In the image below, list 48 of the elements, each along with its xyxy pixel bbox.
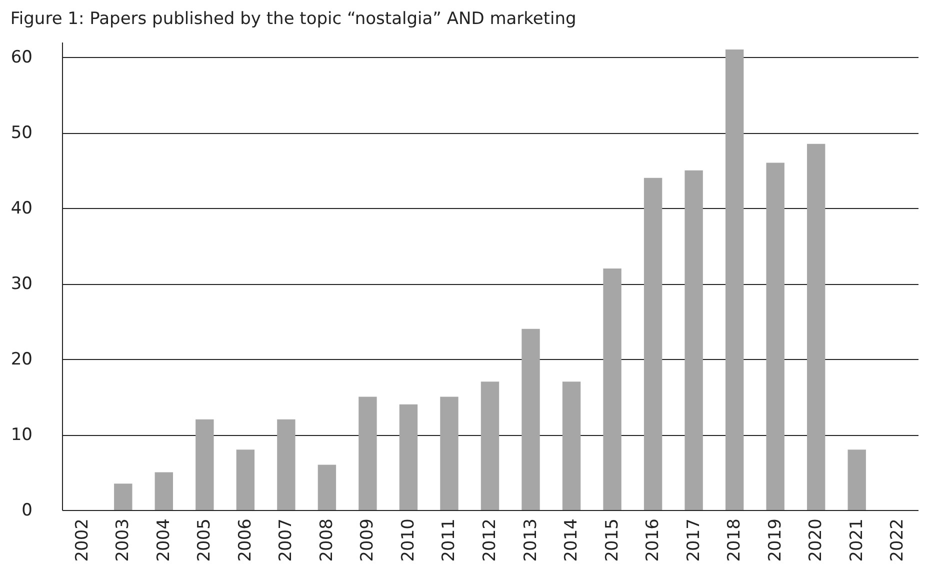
- bar: [766, 162, 784, 510]
- x-tick-label: 2020: [806, 518, 826, 562]
- x-tick-label: 2016: [643, 518, 664, 562]
- bar: [725, 50, 744, 510]
- x-tick-label: 2003: [113, 518, 134, 562]
- x-tick-label: 2015: [602, 518, 622, 562]
- x-tick-label: 2011: [439, 518, 460, 562]
- bar: [806, 144, 826, 510]
- x-tick-label: 2002: [72, 518, 92, 562]
- y-tick-label: 0: [22, 500, 32, 520]
- x-tick-label: 2014: [562, 518, 582, 562]
- x-tick-label: 2019: [765, 518, 786, 562]
- bar: [236, 450, 255, 510]
- bar: [114, 484, 132, 510]
- y-tick-label: 30: [10, 274, 32, 294]
- bar: [848, 450, 866, 510]
- y-tick-label: 40: [10, 198, 32, 219]
- bar: [684, 170, 703, 510]
- x-tick-label: 2005: [194, 518, 215, 562]
- bar: [196, 419, 214, 510]
- y-tick-label: 60: [10, 48, 32, 68]
- x-tick-label: 2004: [154, 518, 174, 562]
- bar: [154, 472, 174, 510]
- x-tick-label: 2013: [520, 518, 541, 562]
- bar: [358, 396, 377, 510]
- x-tick-label: 2006: [235, 518, 256, 562]
- x-tick-label: 2021: [846, 518, 867, 562]
- x-tick-label: 2008: [316, 518, 337, 562]
- bar: [522, 328, 540, 510]
- bar: [399, 404, 418, 510]
- y-tick-label: 20: [10, 350, 32, 370]
- x-tick-label: 2018: [724, 518, 745, 562]
- bar: [603, 268, 622, 510]
- bar: [277, 419, 296, 510]
- y-tick-label: 50: [10, 123, 32, 144]
- x-tick-label: 2022: [888, 518, 908, 562]
- bar: [644, 178, 662, 510]
- x-tick-label: 2012: [480, 518, 500, 562]
- bar: [480, 382, 500, 510]
- chart-title: Figure 1: Papers published by the topic “nostalgia” AND marketing: [10, 9, 576, 29]
- x-tick-label: 2009: [358, 518, 378, 562]
- x-tick-label: 2017: [684, 518, 704, 562]
- x-tick-label: 2010: [398, 518, 418, 562]
- bar: [318, 464, 336, 510]
- bar: [562, 382, 581, 510]
- x-tick-label: 2007: [276, 518, 296, 562]
- bar: [440, 396, 458, 510]
- y-tick-label: 10: [10, 425, 32, 446]
